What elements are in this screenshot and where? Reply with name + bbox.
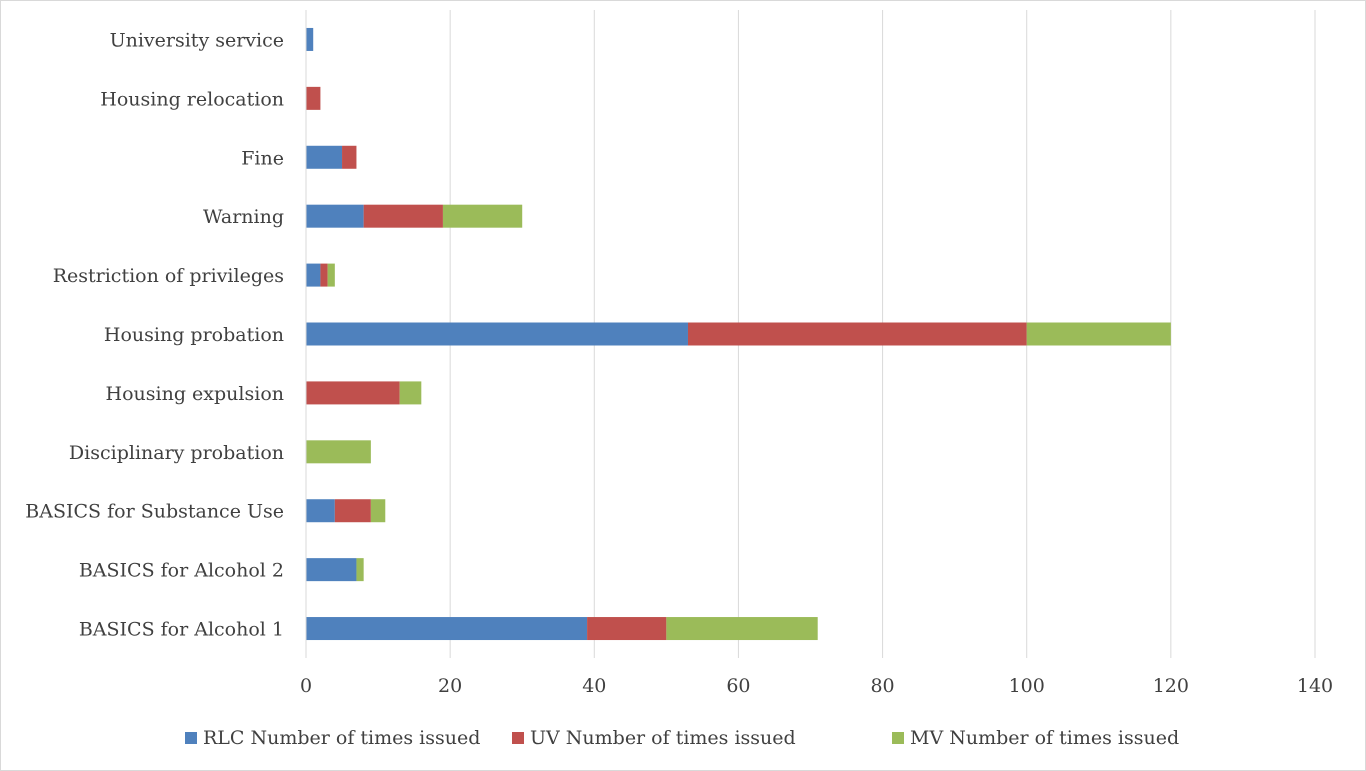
bar-segment (306, 145, 343, 169)
bar-segment (356, 558, 364, 582)
bar-segment (306, 558, 357, 582)
category-label: Warning (203, 206, 284, 228)
bar-segment (306, 322, 688, 346)
x-tick-label: 20 (438, 675, 462, 697)
bar-segment (306, 440, 371, 464)
bar-segment (306, 617, 588, 641)
category-label: University service (110, 29, 284, 51)
legend-label: RLC Number of times issued (203, 727, 480, 749)
legend-label: MV Number of times issued (910, 727, 1179, 749)
category-label: Restriction of privileges (53, 265, 284, 287)
legend-swatch (892, 732, 904, 744)
bar-segment (327, 263, 335, 287)
bar-segment (306, 27, 314, 51)
x-tick-label: 120 (1153, 675, 1189, 697)
category-label: BASICS for Alcohol 1 (79, 619, 284, 641)
bar-segment (370, 499, 386, 523)
legend-swatch (512, 732, 524, 744)
x-tick-label: 40 (582, 675, 606, 697)
bar-segment (1026, 322, 1171, 346)
category-label: Housing relocation (100, 88, 284, 110)
category-label: Housing probation (104, 324, 284, 346)
x-tick-label: 100 (1009, 675, 1045, 697)
legend: RLC Number of times issued UV Number of t… (185, 727, 1179, 749)
bar-segment (320, 263, 328, 287)
x-tick-label: 140 (1297, 675, 1333, 697)
bar-segment (306, 499, 335, 523)
bar-segment (587, 617, 667, 641)
x-tick-label: 60 (726, 675, 750, 697)
bar-segment (306, 263, 321, 287)
x-tick-label: 80 (870, 675, 894, 697)
category-axis: BASICS for Alcohol 1 BASICS for Alcohol 2… (25, 10, 307, 658)
bar-segment (306, 204, 364, 228)
bar-segment (687, 322, 1027, 346)
x-tick-label: 0 (300, 675, 312, 697)
bar-segment (306, 381, 400, 405)
category-label: Housing expulsion (106, 383, 284, 405)
category-label: Disciplinary probation (69, 442, 284, 464)
bar-segment (399, 381, 422, 405)
value-axis: 0 20 40 60 80 100 120 140 (300, 675, 1333, 697)
category-label: BASICS for Substance Use (25, 501, 284, 523)
bar-segment (363, 204, 443, 228)
category-label: Fine (241, 147, 284, 169)
legend-label: UV Number of times issued (530, 727, 796, 749)
bar-segment (306, 86, 321, 110)
bar-segment (442, 204, 523, 228)
bar-segment (334, 499, 371, 523)
legend-swatch (185, 732, 197, 744)
category-label: BASICS for Alcohol 2 (79, 560, 284, 582)
bars (306, 27, 1171, 641)
bar-segment (666, 617, 818, 641)
bar-segment (342, 145, 357, 169)
